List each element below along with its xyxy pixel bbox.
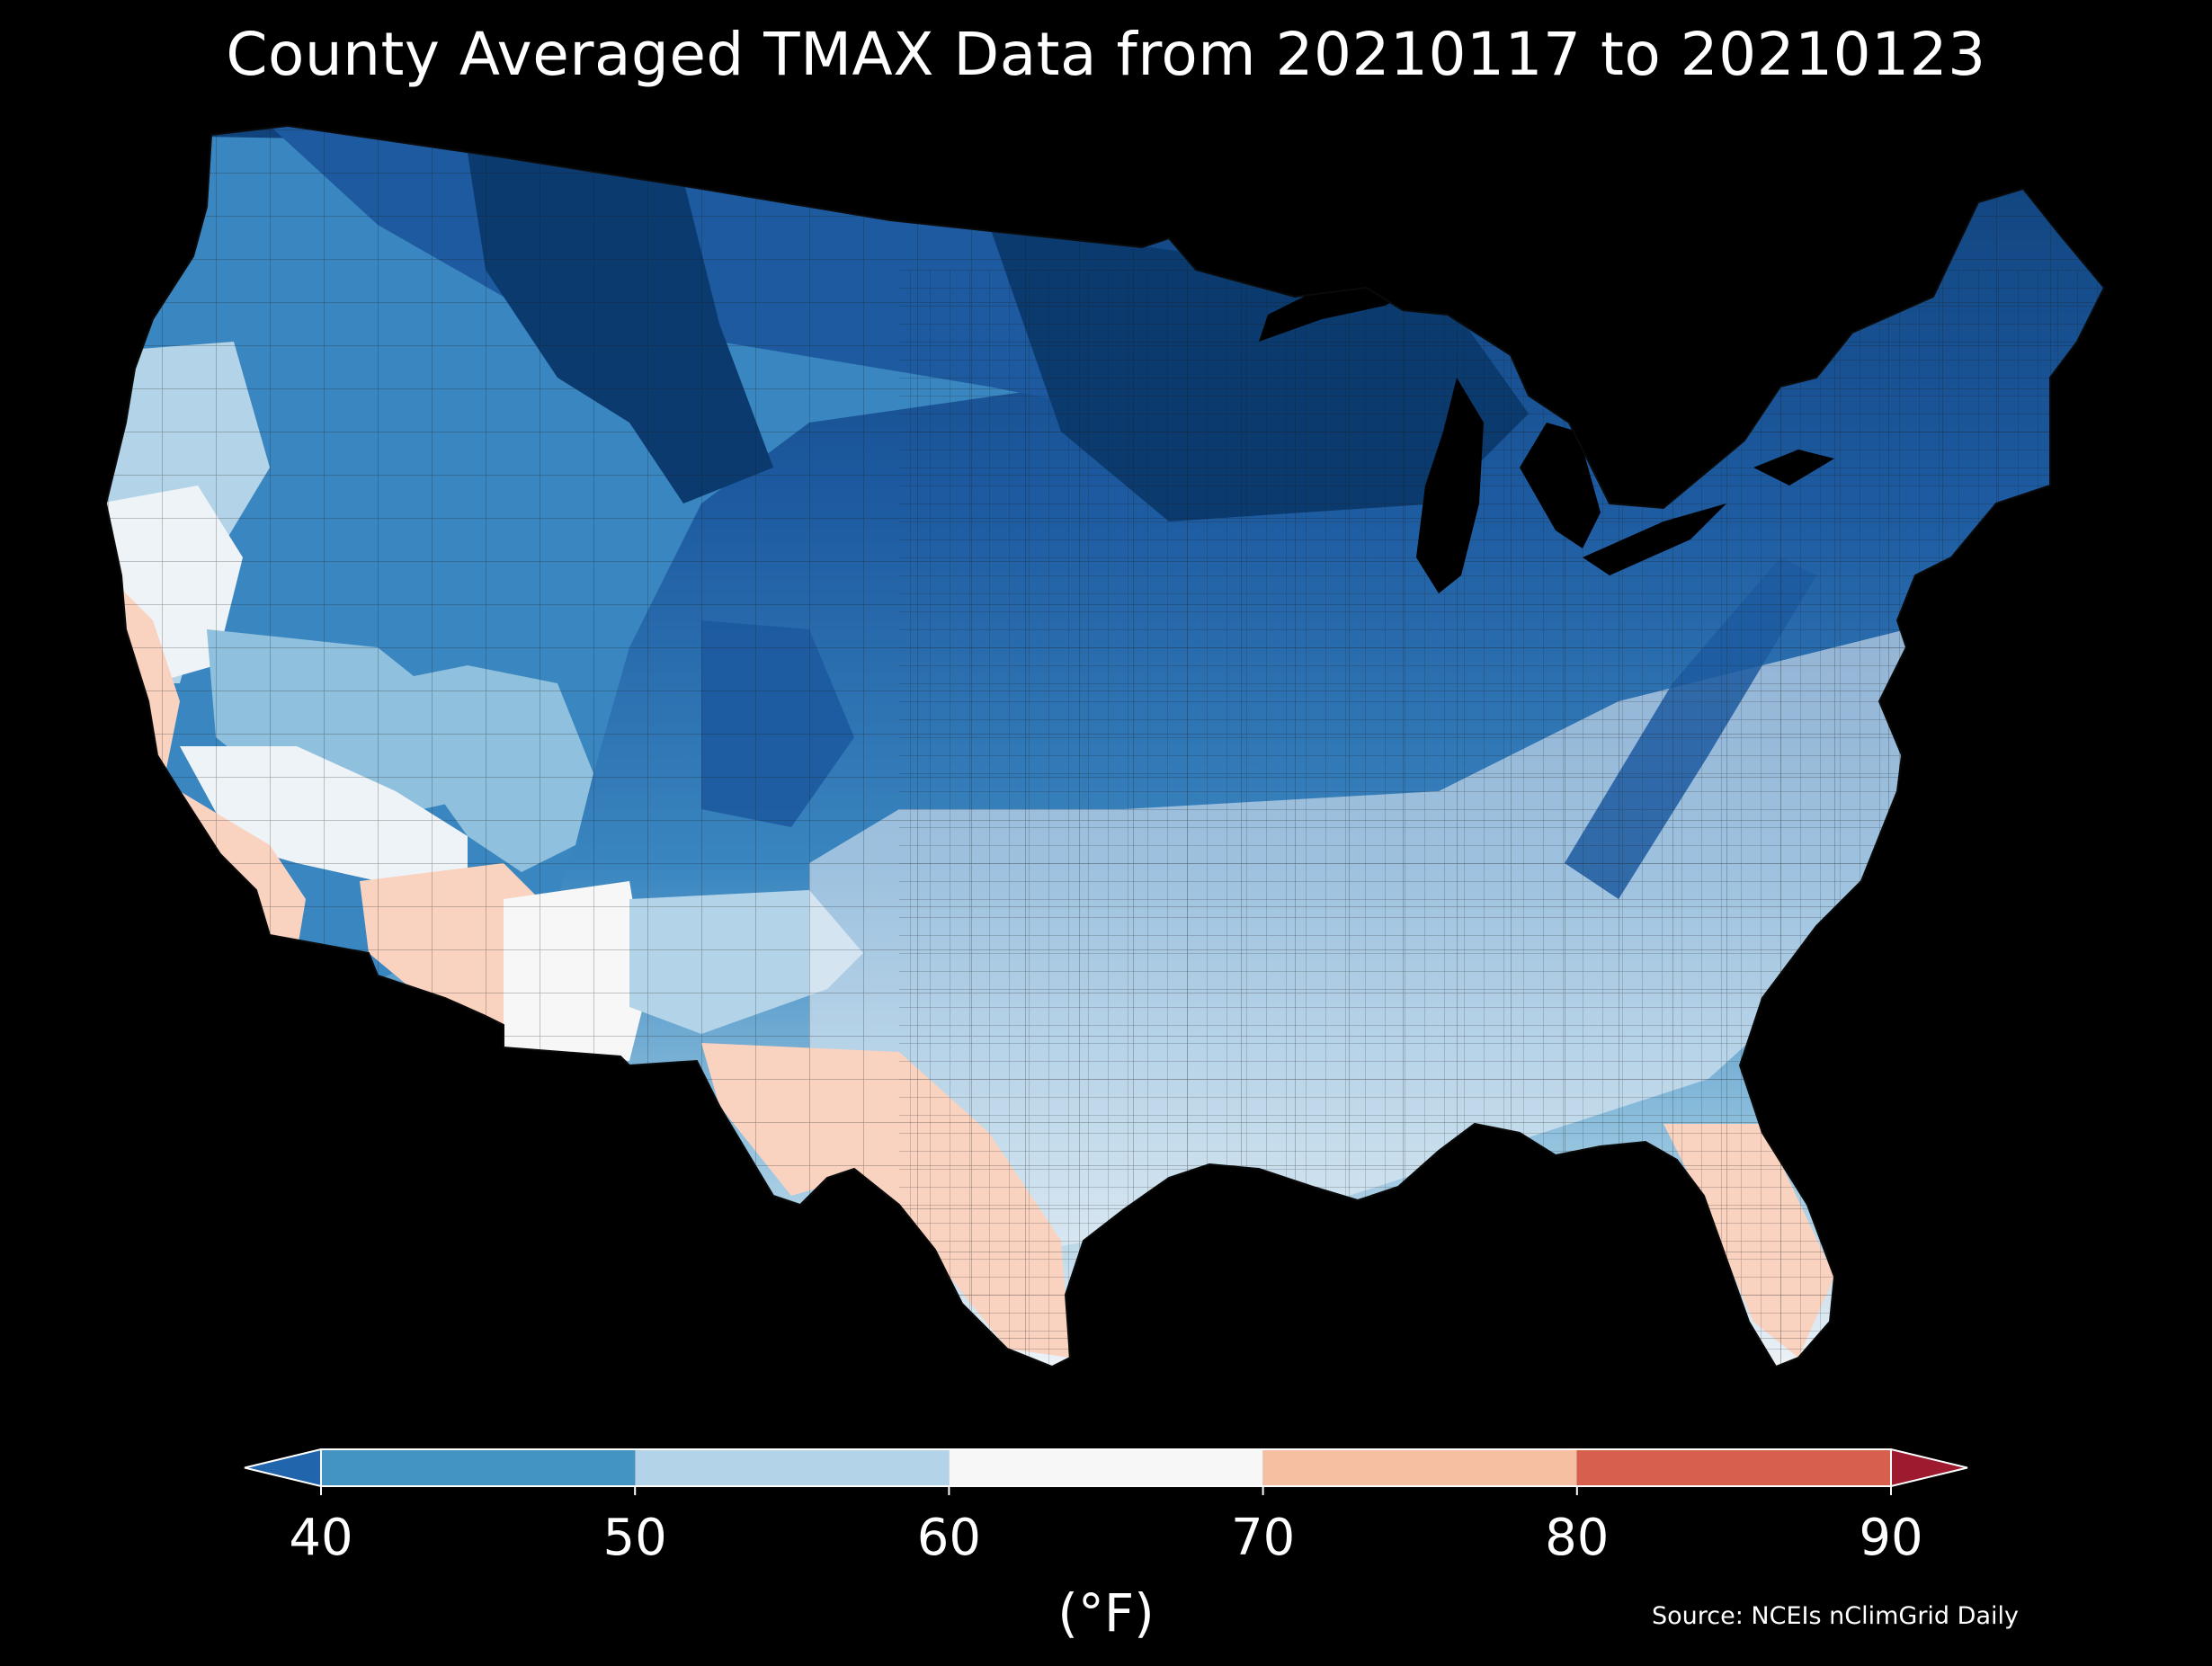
colorbar-extend-high-outline (1890, 1448, 1968, 1487)
colorbar-unit-label: (°F) (1057, 1582, 1155, 1644)
great-lakes (1259, 279, 1834, 593)
colorbar-bin (949, 1449, 1263, 1486)
colorbar-frame (320, 1448, 1892, 1487)
colorbar-extend-low-outline (244, 1448, 322, 1487)
colorbar-extend-low (245, 1449, 321, 1486)
colorbar-tick-label: 90 (1859, 1509, 1923, 1567)
colorbar-bin (1576, 1449, 1891, 1486)
colorbar-tick-label: 80 (1545, 1509, 1610, 1567)
colorbar-tick-label: 40 (289, 1509, 353, 1567)
colorbar-tick-label: 70 (1230, 1509, 1296, 1567)
colorbar-bin (635, 1449, 950, 1486)
us-outline (104, 124, 2106, 1368)
colorbar-extend-high (1891, 1449, 1967, 1486)
colorbar-tick-label: 60 (916, 1509, 982, 1567)
colorbar-tick-label: 50 (602, 1509, 667, 1567)
colorbar-bin (321, 1449, 636, 1486)
map-title: County Averaged TMAX Data from 20210117 … (226, 20, 1986, 89)
colorbar-bin (1262, 1449, 1577, 1486)
source-credit: Source: NCEIs nClimGrid Daily (1652, 1602, 2019, 1630)
